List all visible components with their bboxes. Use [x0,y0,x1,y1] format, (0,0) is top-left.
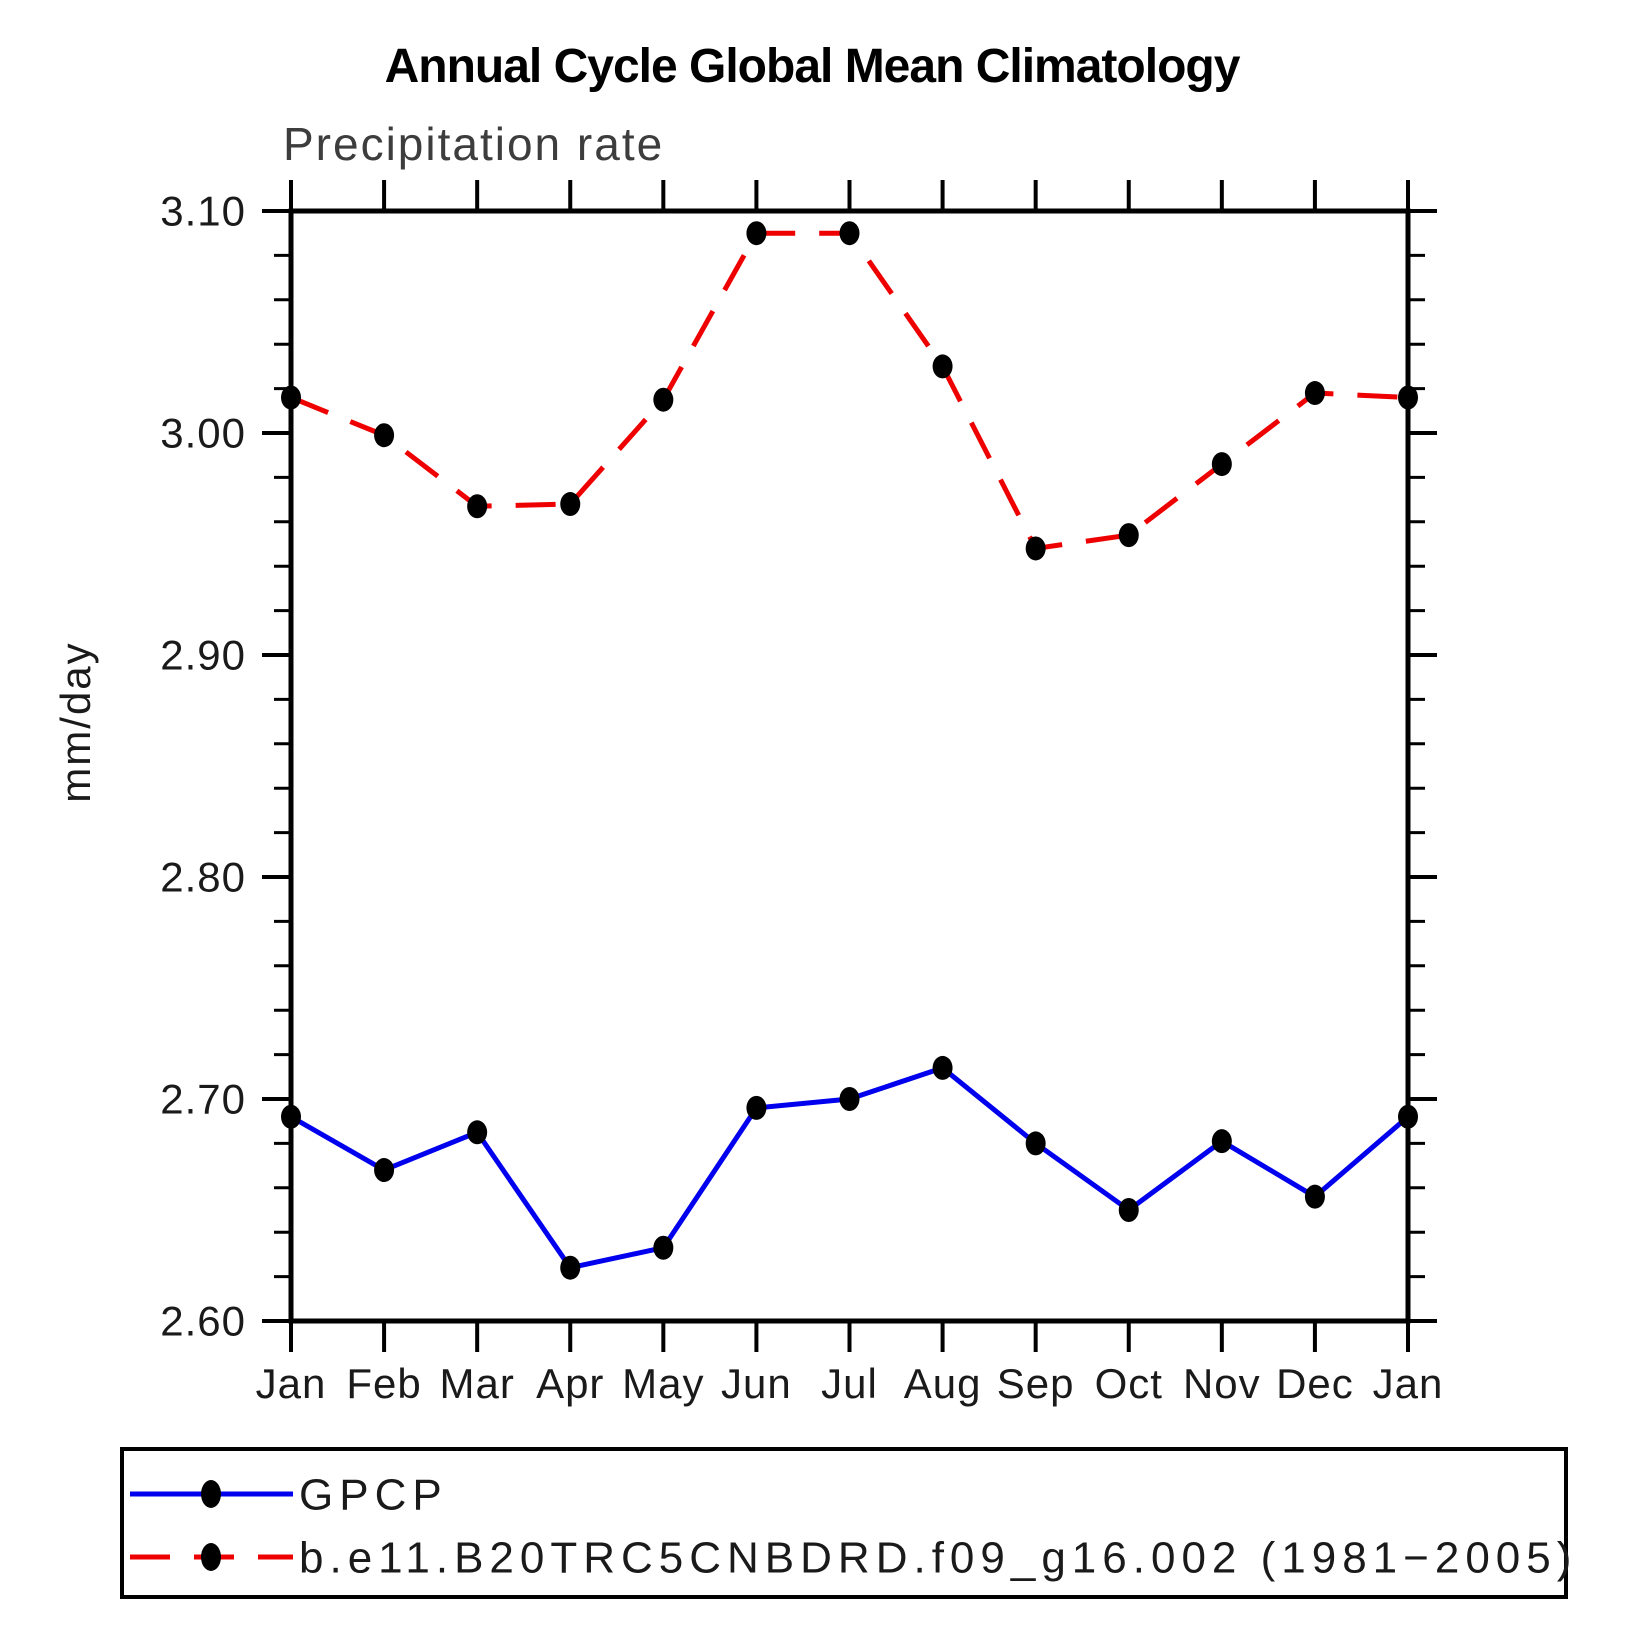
gpcp-data-point-marker [746,1095,767,1120]
legend-box [120,1447,1568,1599]
gpcp-data-point-marker [1211,1129,1232,1154]
gpcp-data-point-marker [1025,1131,1046,1156]
gpcp-data-point-marker [281,1104,301,1129]
y-tick-label: 3.00 [160,410,246,457]
model-data-point-marker [1025,536,1046,561]
model-data-point-marker [467,494,488,519]
x-tick-label: Mar [439,1360,514,1407]
x-tick-label: Dec [1276,1360,1354,1407]
legend-marker [201,1543,221,1571]
model-data-point-marker [653,387,674,412]
x-tick-label: Aug [904,1360,982,1407]
legend-label-model: b.e11.B20TRC5CNBDRD.f09_g16.002 (1981−20… [299,1533,1577,1582]
gpcp-data-point-marker [1398,1104,1418,1129]
y-tick-label: 2.90 [160,632,246,679]
model-data-point-marker [281,385,301,410]
y-tick-label: 2.70 [160,1076,246,1123]
y-tick-label: 3.10 [160,188,246,235]
legend-marker [201,1480,221,1508]
gpcp-data-point-marker [1304,1184,1325,1209]
model-data-point-marker [746,221,767,246]
x-tick-label: Apr [536,1360,604,1407]
model-data-point-marker [1398,385,1418,410]
y-axis-unit-label: mm/day [52,641,99,802]
model-data-point-marker [560,492,581,517]
y-tick-label: 2.60 [160,1298,246,1345]
x-tick-label: Feb [346,1360,421,1407]
gpcp-data-point-marker [653,1235,674,1260]
gpcp-data-point-marker [932,1055,953,1080]
model-data-point-marker [1304,381,1325,406]
y-tick-label: 2.80 [160,854,246,901]
x-tick-label: Sep [997,1360,1075,1407]
model-data-point-marker [1211,452,1232,477]
chart-title: Annual Cycle Global Mean Climatology [385,40,1241,93]
legend-label-gpcp: GPCP [299,1470,448,1519]
x-tick-label: Oct [1095,1360,1163,1407]
model-data-point-marker [839,221,860,246]
gpcp-data-point-marker [560,1255,581,1280]
model-data-point-marker [374,423,395,448]
model-line [290,230,1409,551]
model-data-point-marker [932,354,953,379]
x-tick-label: Jun [721,1360,792,1407]
gpcp-data-point-marker [839,1087,860,1111]
x-tick-label: Jul [821,1360,878,1407]
x-tick-label: Jan [256,1360,327,1407]
gpcp-data-point-marker [467,1120,488,1145]
gpcp-data-point-marker [374,1158,395,1183]
x-tick-label: Nov [1183,1360,1261,1407]
gpcp-data-point-marker [1118,1198,1139,1222]
model-data-point-marker [1118,523,1139,548]
x-tick-label: May [622,1360,704,1407]
x-tick-label: Jan [1373,1360,1444,1407]
chart-subtitle: Precipitation rate [283,118,664,170]
